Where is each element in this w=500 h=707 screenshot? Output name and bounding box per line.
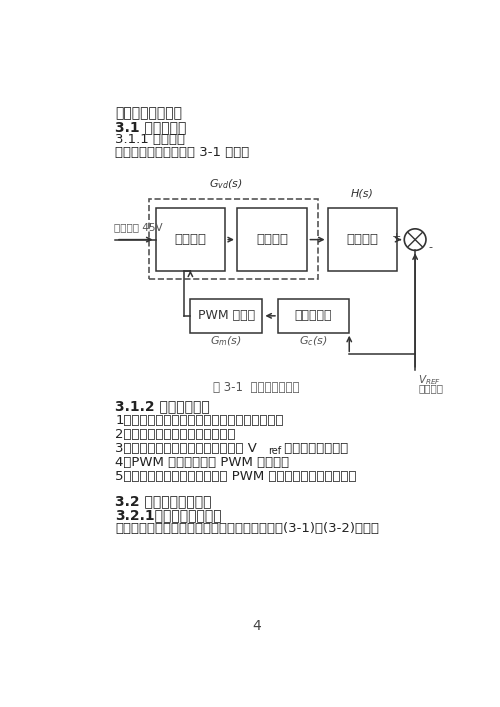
Text: $G_c$(s): $G_c$(s) (300, 334, 328, 348)
Text: 控制对象: 控制对象 (256, 233, 288, 246)
Bar (328, 208, 398, 271)
Text: 3.2 主电路部分的设计: 3.2 主电路部分的设计 (115, 494, 212, 508)
Text: +: + (392, 233, 401, 243)
Text: 直流变换: 直流变换 (174, 233, 206, 246)
Text: ref: ref (268, 446, 281, 456)
Text: 3.2.1、滤波电感的设计: 3.2.1、滤波电感的设计 (115, 508, 222, 522)
Text: 3、采样网络：采样电压与参考电压 V: 3、采样网络：采样电压与参考电压 V (115, 442, 257, 455)
Bar (237, 208, 308, 271)
Text: H(s): H(s) (351, 189, 374, 199)
Text: 4、PWM 控制器：控制 PWM 的波形。: 4、PWM 控制器：控制 PWM 的波形。 (115, 456, 290, 469)
Text: 参考电压: 参考电压 (418, 384, 443, 394)
Text: PWM 控制器: PWM 控制器 (198, 310, 255, 322)
Text: $G_{vd}$(s): $G_{vd}$(s) (209, 177, 243, 191)
Bar (278, 299, 349, 333)
Text: 5、补偿控制器：校正后来调节 PWM 控制器的波形的占空比。: 5、补偿控制器：校正后来调节 PWM 控制器的波形的占空比。 (115, 470, 356, 483)
Text: 3.1.2 各部分的功能: 3.1.2 各部分的功能 (115, 399, 210, 413)
Text: 4: 4 (252, 619, 260, 633)
Text: 比较产生的偏差。: 比较产生的偏差。 (280, 442, 348, 455)
Text: $V_{REF}$: $V_{REF}$ (418, 373, 441, 387)
Text: 3.1 系统的组成: 3.1 系统的组成 (115, 120, 186, 134)
Text: 输入电压 45V: 输入电压 45V (114, 222, 162, 232)
Text: 1、直流变换：将输入的交流电转换为直流电。: 1、直流变换：将输入的交流电转换为直流电。 (115, 414, 284, 428)
Bar (150, 199, 318, 279)
Text: 采样网络: 采样网络 (346, 233, 378, 246)
Text: 闭环系统的框图如下图 3-1 所示：: 闭环系统的框图如下图 3-1 所示： (115, 146, 250, 158)
Text: 2、控制对象：控制实验的对象。: 2、控制对象：控制实验的对象。 (115, 428, 236, 441)
Text: 图 3-1  闭环系统的框图: 图 3-1 闭环系统的框图 (213, 381, 300, 395)
Text: 3.1.1 闭环系统: 3.1.1 闭环系统 (115, 134, 185, 146)
Text: 开关管闭合与导通状态的基尔霍夫电压方程如式(3-1)、(3-2)所示：: 开关管闭合与导通状态的基尔霍夫电压方程如式(3-1)、(3-2)所示： (115, 522, 379, 535)
Bar (190, 299, 262, 333)
Text: 三、课题设计方案: 三、课题设计方案 (115, 106, 182, 120)
Text: $G_{m}$(s): $G_{m}$(s) (210, 334, 242, 348)
Text: 补偿控制器: 补偿控制器 (295, 310, 333, 322)
Text: -: - (428, 243, 432, 252)
Bar (156, 208, 225, 271)
